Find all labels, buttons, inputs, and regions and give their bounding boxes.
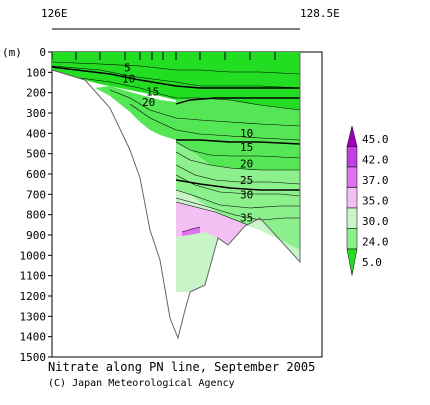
y-tick-label: 700 [26, 188, 46, 201]
contour-line [175, 141, 301, 159]
bottom-topography [51, 52, 301, 340]
y-tick-label: 1200 [20, 290, 47, 303]
contour-lines-bold [51, 66, 301, 191]
legend-swatch [346, 166, 358, 188]
legend-level-label: 30.0 [362, 215, 389, 228]
contour-line [175, 179, 300, 191]
legend-swatch [346, 146, 358, 168]
contour-line [175, 189, 300, 209]
y-tick-label: 1500 [20, 351, 47, 364]
nitrate-section [52, 52, 300, 292]
y-tick-label: 1100 [20, 270, 47, 283]
contour-line [51, 61, 301, 75]
contour-line [175, 164, 301, 185]
chart-credit: (C) Japan Meteorological Agency [48, 378, 235, 389]
y-tick-label: 300 [26, 107, 46, 120]
contour-lines [51, 61, 301, 233]
contour-line [181, 226, 201, 233]
contour-label: 10 [122, 72, 135, 85]
y-tick-label: 200 [26, 87, 46, 100]
legend-swatch [346, 228, 358, 250]
contour-label: 20 [240, 157, 253, 170]
y-tick-label: 800 [26, 209, 46, 222]
y-tick-label: 1300 [20, 310, 47, 323]
band-shelf-deep [95, 86, 176, 140]
contour-line [51, 65, 301, 89]
band-35-37 [176, 202, 248, 245]
x-tick-label-126e: 126E [41, 7, 68, 20]
y-tick-label: 0 [39, 46, 46, 59]
y-tick-label: 1000 [20, 249, 47, 262]
legend-level-label: 24.0 [362, 236, 389, 249]
band-5-24 [176, 98, 300, 170]
contour-line [109, 89, 301, 127]
contour-line [176, 139, 301, 145]
y-axis-ticks: 0 100 200 300 400 500 600 700 800 900 1000 1100 1200… [20, 46, 52, 364]
band-24-30 [176, 142, 300, 250]
legend-level-label: 45.0 [362, 133, 389, 146]
contour-label: 20 [142, 96, 155, 109]
y-tick-label: 400 [26, 127, 46, 140]
contour-line [175, 151, 300, 171]
x-tick-label-128.5e: 128.5E [300, 7, 340, 20]
legend-swatch [346, 207, 358, 229]
y-tick-label: 600 [26, 168, 46, 181]
contour-label: 35 [240, 212, 253, 225]
contour-label: 30 [240, 188, 253, 201]
contour-label: 25 [240, 174, 253, 187]
color-legend: 45.0 42.0 37.0 35.0 30.0 24.0 5.0 [346, 125, 389, 276]
contour-line [79, 77, 301, 111]
shelf-region [52, 52, 176, 100]
y-tick-label: 1400 [20, 331, 47, 344]
legend-level-label: 35.0 [362, 195, 389, 208]
legend-level-label: 42.0 [362, 154, 389, 167]
contour-label: 10 [240, 127, 253, 140]
contour-line [175, 201, 249, 226]
legend-level-label: 37.0 [362, 174, 389, 187]
contour-line [175, 97, 300, 105]
contour-line [129, 103, 301, 141]
y-tick-label: 100 [26, 66, 46, 79]
contour-label: 15 [240, 141, 253, 154]
y-tick-label: 500 [26, 148, 46, 161]
chart-title: Nitrate along PN line, September 2005 [48, 360, 315, 374]
contour-line [51, 66, 300, 89]
contour-line [175, 197, 300, 221]
contour-label: 15 [146, 86, 159, 99]
legend-swatch [346, 125, 358, 147]
y-axis-unit-label: (m) [2, 46, 22, 59]
legend-level-label: 5.0 [362, 256, 382, 269]
legend-swatch [346, 248, 358, 276]
legend-swatch [346, 187, 358, 209]
band-37-42 [182, 227, 200, 236]
y-tick-label: 900 [26, 229, 46, 242]
contour-label: 5 [124, 61, 131, 74]
